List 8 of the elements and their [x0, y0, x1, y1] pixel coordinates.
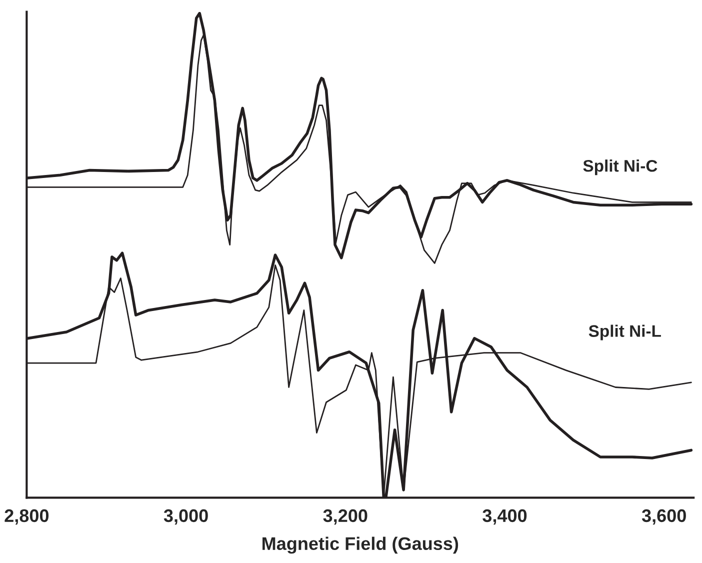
x-tick-label: 3,400	[482, 509, 527, 525]
annotation: Split Ni-L	[588, 324, 661, 340]
x-tick-label: 3,600	[642, 509, 686, 525]
x-tick-label: 3,200	[323, 509, 368, 525]
x-tick-label: 2,800	[4, 509, 49, 525]
annotation: Split Ni-C	[583, 160, 658, 176]
x-tick-label: 3,000	[164, 509, 208, 525]
x-axis-title: Magnetic Field (Gauss)	[262, 536, 458, 554]
